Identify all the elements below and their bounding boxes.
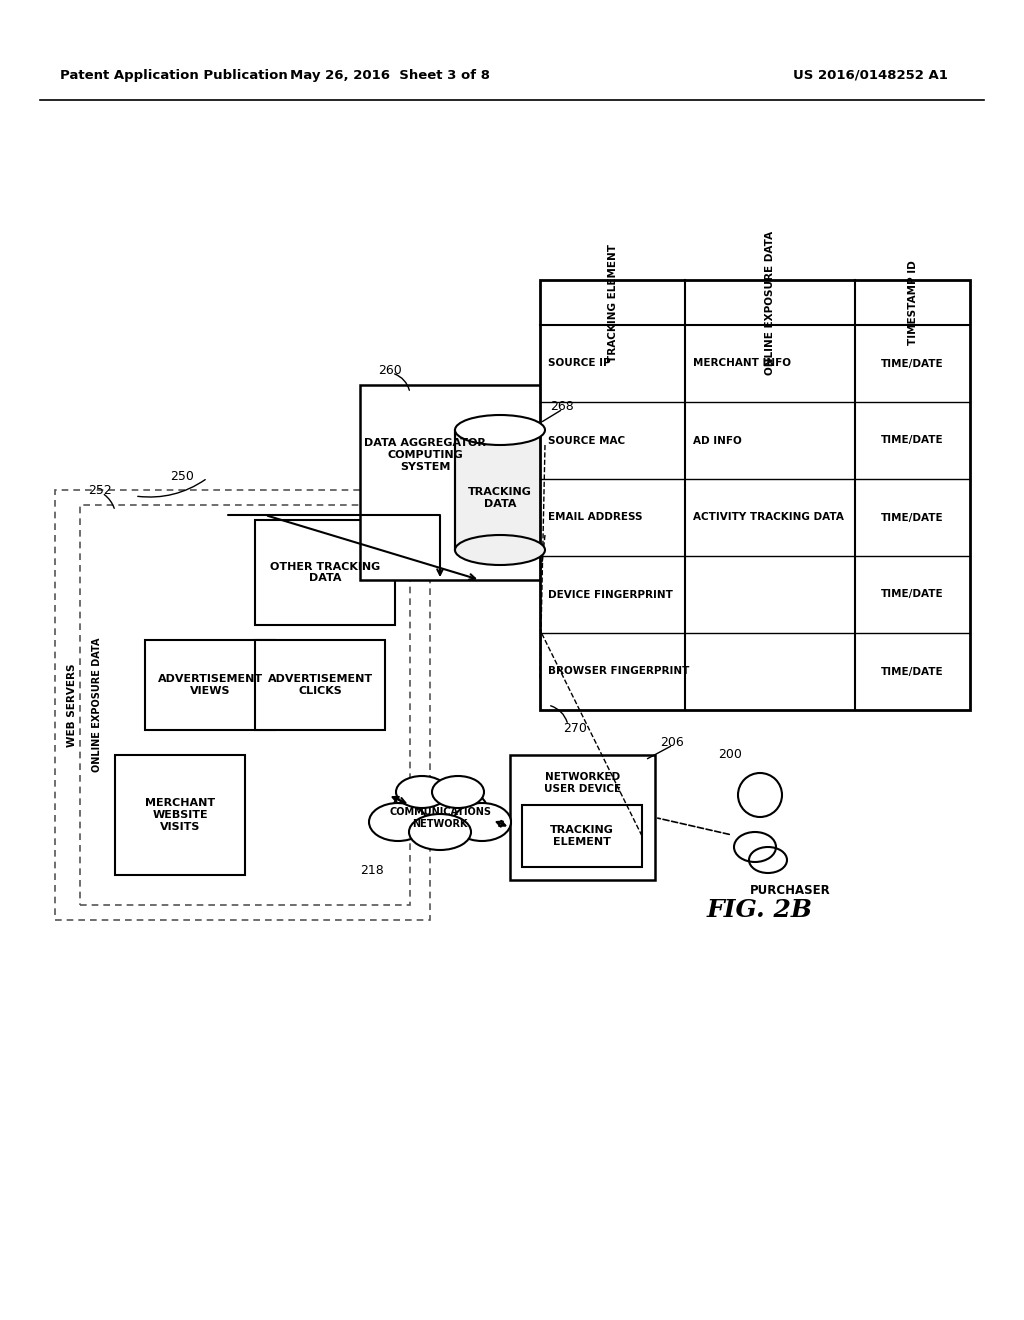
Bar: [255, 520, 395, 624]
Text: MERCHANT INFO: MERCHANT INFO: [693, 359, 791, 368]
Bar: [80, 506, 410, 906]
Text: TRACKING ELEMENT: TRACKING ELEMENT: [607, 243, 617, 362]
Text: 200: 200: [718, 748, 742, 762]
Text: US 2016/0148252 A1: US 2016/0148252 A1: [793, 69, 947, 82]
Text: ONLINE EXPOSURE DATA: ONLINE EXPOSURE DATA: [92, 638, 102, 772]
Ellipse shape: [453, 803, 511, 841]
Ellipse shape: [432, 776, 484, 808]
Bar: [115, 755, 245, 875]
Text: ONLINE EXPOSURE DATA: ONLINE EXPOSURE DATA: [765, 231, 775, 375]
Text: 260: 260: [378, 363, 401, 376]
Bar: [55, 490, 430, 920]
Text: TIME/DATE: TIME/DATE: [882, 436, 944, 446]
Ellipse shape: [455, 414, 545, 445]
Text: EMAIL ADDRESS: EMAIL ADDRESS: [548, 512, 642, 523]
Text: ADVERTISEMENT
CLICKS: ADVERTISEMENT CLICKS: [267, 675, 373, 696]
Text: COMMUNICATIONS
NETWORK: COMMUNICATIONS NETWORK: [389, 808, 490, 829]
Bar: [540, 280, 970, 710]
Text: 270: 270: [563, 722, 587, 734]
Bar: [510, 755, 655, 880]
Ellipse shape: [409, 814, 471, 850]
Text: 268: 268: [550, 400, 573, 413]
Bar: [145, 640, 275, 730]
Text: PURCHASER: PURCHASER: [750, 883, 830, 896]
Bar: [360, 385, 560, 579]
Text: FIG. 2B: FIG. 2B: [707, 898, 813, 921]
Text: AD INFO: AD INFO: [693, 436, 741, 446]
Text: NETWORKED
USER DEVICE: NETWORKED USER DEVICE: [544, 772, 622, 793]
Text: TRACKING
DATA: TRACKING DATA: [468, 487, 531, 508]
Bar: [455, 430, 545, 550]
Text: Patent Application Publication: Patent Application Publication: [60, 69, 288, 82]
Ellipse shape: [455, 535, 545, 565]
Text: TIME/DATE: TIME/DATE: [882, 590, 944, 599]
Ellipse shape: [396, 776, 449, 808]
Text: TIME/DATE: TIME/DATE: [882, 512, 944, 523]
Text: ACTIVITY TRACKING DATA: ACTIVITY TRACKING DATA: [693, 512, 844, 523]
Bar: [255, 640, 385, 730]
Text: 252: 252: [88, 484, 112, 498]
Text: 250: 250: [171, 470, 195, 483]
Text: May 26, 2016  Sheet 3 of 8: May 26, 2016 Sheet 3 of 8: [290, 69, 490, 82]
Text: 206: 206: [660, 737, 684, 750]
Text: TIMESTAMP ID: TIMESTAMP ID: [907, 260, 918, 345]
Bar: [522, 805, 642, 867]
Text: TIME/DATE: TIME/DATE: [882, 667, 944, 676]
Text: DEVICE FINGERPRINT: DEVICE FINGERPRINT: [548, 590, 673, 599]
Text: TRACKING
ELEMENT: TRACKING ELEMENT: [550, 825, 614, 847]
Text: SOURCE IP: SOURCE IP: [548, 359, 610, 368]
Text: ADVERTISEMENT
VIEWS: ADVERTISEMENT VIEWS: [158, 675, 262, 696]
Text: WEB SERVERS: WEB SERVERS: [67, 663, 77, 747]
Text: DATA AGGREGATOR
COMPUTING
SYSTEM: DATA AGGREGATOR COMPUTING SYSTEM: [365, 438, 486, 471]
Text: 218: 218: [360, 863, 384, 876]
Text: SOURCE MAC: SOURCE MAC: [548, 436, 625, 446]
Ellipse shape: [392, 784, 487, 836]
Ellipse shape: [369, 803, 427, 841]
Text: OTHER TRACKING
DATA: OTHER TRACKING DATA: [270, 562, 380, 583]
Text: TIME/DATE: TIME/DATE: [882, 359, 944, 368]
Bar: [455, 430, 545, 550]
Text: BROWSER FINGERPRINT: BROWSER FINGERPRINT: [548, 667, 689, 676]
Text: MERCHANT
WEBSITE
VISITS: MERCHANT WEBSITE VISITS: [145, 799, 215, 832]
